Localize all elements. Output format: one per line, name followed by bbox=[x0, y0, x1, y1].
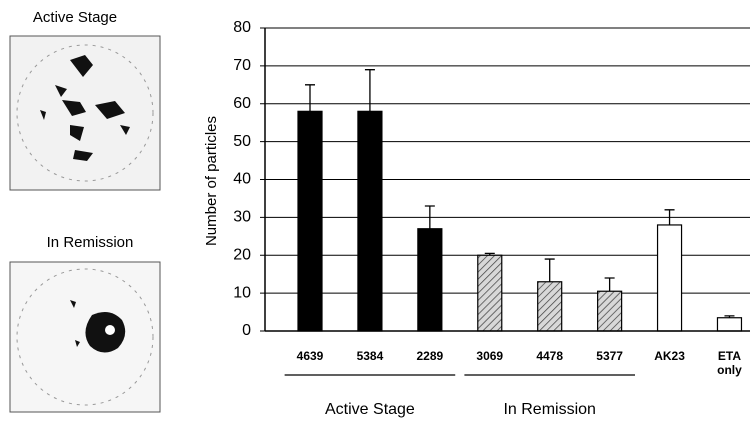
bar bbox=[598, 291, 622, 331]
bar bbox=[658, 225, 682, 331]
x-tick-label: 5377 bbox=[588, 349, 632, 363]
group-label: Active Stage bbox=[325, 401, 415, 418]
error-bar bbox=[605, 278, 615, 291]
bar bbox=[538, 282, 562, 331]
x-tick-label: 2289 bbox=[408, 349, 452, 363]
error-bar bbox=[305, 85, 315, 112]
bar bbox=[358, 111, 382, 331]
y-tick-label: 50 bbox=[233, 133, 251, 150]
x-tick-label: AK23 bbox=[648, 349, 692, 363]
y-tick-label: 10 bbox=[233, 284, 251, 301]
y-tick-label: 70 bbox=[233, 57, 251, 74]
micrograph-active bbox=[10, 36, 160, 190]
group-label: In Remission bbox=[503, 401, 595, 418]
error-bar bbox=[545, 259, 555, 282]
y-tick-label: 20 bbox=[233, 246, 251, 263]
y-tick-label: 30 bbox=[233, 209, 251, 226]
y-tick-label: 60 bbox=[233, 95, 251, 112]
x-tick-label: ETA only bbox=[707, 349, 750, 377]
bar bbox=[298, 111, 322, 331]
x-tick-label: 5384 bbox=[348, 349, 392, 363]
bar bbox=[478, 255, 502, 331]
y-tick-label: 40 bbox=[233, 171, 251, 188]
page: Active Stage In Remission Number of part… bbox=[0, 0, 750, 424]
panel-label: Active Stage bbox=[33, 9, 117, 26]
error-bar bbox=[365, 70, 375, 112]
bar bbox=[418, 229, 442, 331]
x-tick-label: 4478 bbox=[528, 349, 572, 363]
y-axis-label: Number of particles bbox=[203, 116, 220, 246]
bar bbox=[717, 318, 741, 331]
x-tick-label: 3069 bbox=[468, 349, 512, 363]
y-tick-label: 80 bbox=[233, 19, 251, 36]
panel-label: In Remission bbox=[47, 234, 134, 251]
x-tick-label: 4639 bbox=[288, 349, 332, 363]
y-tick-label: 0 bbox=[242, 322, 251, 339]
micrograph-remission bbox=[10, 262, 160, 412]
